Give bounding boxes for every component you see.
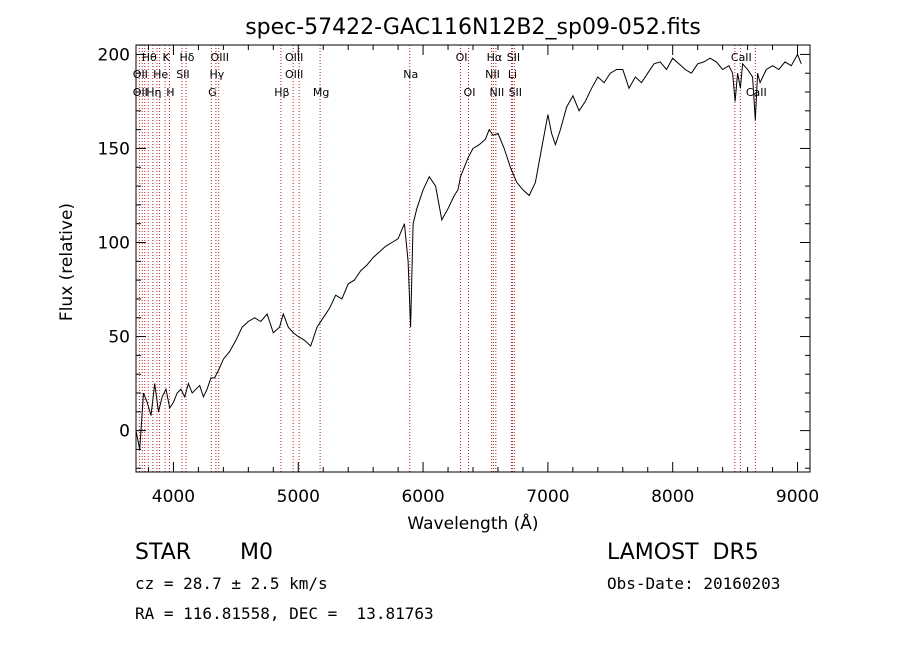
plot-frame <box>135 44 811 473</box>
marker-label: OII <box>133 68 148 81</box>
marker-label: OIII <box>285 68 303 81</box>
x-tick-label: 6000 <box>401 487 444 507</box>
marker-label: Hη <box>146 86 161 99</box>
x-tick-label: 4000 <box>152 487 195 507</box>
y-tick-label: 100 <box>98 234 130 254</box>
marker-label: Na <box>403 68 418 81</box>
x-tick-label: 7000 <box>526 487 569 507</box>
marker-label: OI <box>456 51 468 64</box>
marker-label: Hγ <box>209 68 224 81</box>
marker-label: Hθ <box>142 51 157 64</box>
y-axis-label: Flux (relative) <box>57 203 77 321</box>
redshift-value: cz = 28.7 ± 2.5 km/s <box>135 574 328 593</box>
marker-label: Hβ <box>274 86 289 99</box>
x-tick-label: 8000 <box>651 487 694 507</box>
marker-label: NII <box>485 68 500 81</box>
x-axis-label: Wavelength (Å) <box>407 512 538 534</box>
marker-label: NII <box>489 86 504 99</box>
survey-name: LAMOST DR5 <box>607 540 759 565</box>
marker-label: CaII <box>731 51 752 64</box>
y-tick-label: 200 <box>98 45 130 65</box>
marker-label: Hδ <box>180 51 195 64</box>
marker-label: Hα <box>487 51 503 64</box>
x-axis: 4000 5000 6000 7000 8000 9000 <box>147 45 819 507</box>
marker-label: G <box>208 86 217 99</box>
marker-label: Li <box>508 68 517 81</box>
marker-label: OIII <box>285 51 303 64</box>
y-tick-label: 50 <box>108 328 130 348</box>
chart-title: spec-57422-GAC116N12B2_sp09-052.fits <box>245 15 701 40</box>
marker-label: H <box>166 86 174 99</box>
emission-line-markers <box>138 45 756 472</box>
marker-label: SII <box>176 68 189 81</box>
marker-label: OI <box>464 86 476 99</box>
marker-label: SII <box>509 86 522 99</box>
x-tick-label: 5000 <box>277 487 320 507</box>
marker-label: Mg <box>313 86 329 99</box>
y-axis: 0 50 100 150 200 <box>98 45 810 469</box>
marker-label: SII <box>507 51 520 64</box>
marker-label: OIII <box>211 51 229 64</box>
y-tick-label: 0 <box>119 422 130 442</box>
x-tick-label: 9000 <box>776 487 819 507</box>
observation-date: Obs-Date: 20160203 <box>607 574 781 593</box>
coordinates: RA = 116.81558, DEC = 13.81763 <box>135 604 434 623</box>
object-class: STAR <box>135 540 192 565</box>
spectrum-line <box>135 53 802 450</box>
object-subclass: M0 <box>240 540 273 565</box>
marker-label: K <box>162 51 170 64</box>
y-tick-label: 150 <box>98 139 130 159</box>
marker-label: He <box>153 68 168 81</box>
